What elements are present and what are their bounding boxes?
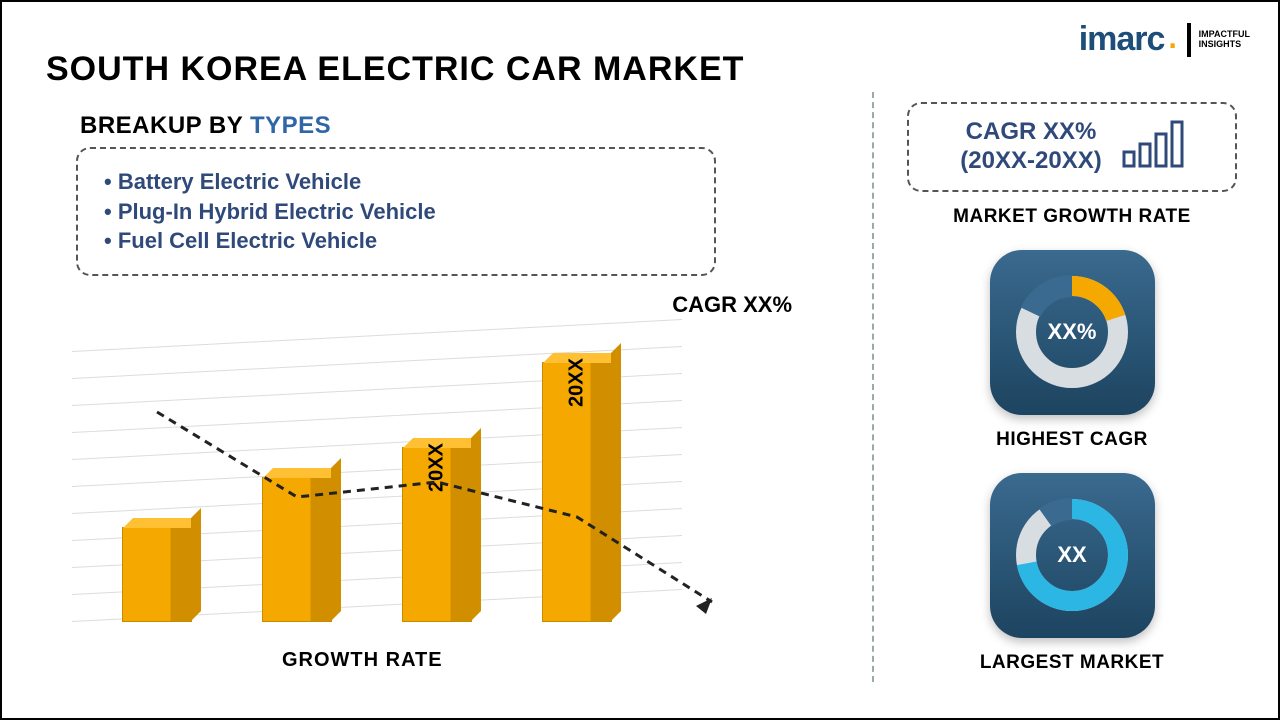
page-title: SOUTH KOREA ELECTRIC CAR MARKET bbox=[46, 50, 744, 89]
breakup-heading: BREAKUP BY TYPES bbox=[80, 112, 331, 140]
largest-market-tile: XX bbox=[990, 473, 1155, 638]
chart-bar: 20XX bbox=[542, 362, 612, 622]
types-list: Battery Electric Vehicle Plug-In Hybrid … bbox=[76, 147, 716, 276]
chart-cagr-label: CAGR XX% bbox=[672, 292, 792, 318]
chart-bar bbox=[122, 527, 192, 622]
right-panel: CAGR XX% (20XX-20XX) MARKET GROWTH RATE … bbox=[907, 102, 1237, 674]
highest-donut-icon: XX% bbox=[1012, 272, 1132, 392]
market-growth-label: MARKET GROWTH RATE bbox=[907, 206, 1237, 228]
largest-donut-icon: XX bbox=[1012, 495, 1132, 615]
cagr-text: CAGR XX% (20XX-20XX) bbox=[960, 118, 1101, 176]
highest-cagr-tile: XX% bbox=[990, 250, 1155, 415]
growth-bar-chart: 20XX20XX CAGR XX% GROWTH RATE bbox=[72, 322, 752, 652]
chart-bar: 20XX bbox=[402, 447, 472, 622]
logo-tagline: IMPACTFUL INSIGHTS bbox=[1199, 30, 1250, 50]
bar-label: 20XX bbox=[426, 443, 449, 492]
logo-divider bbox=[1187, 23, 1191, 57]
breakup-accent: TYPES bbox=[250, 112, 331, 139]
breakup-prefix: BREAKUP BY bbox=[80, 112, 250, 139]
list-item: Battery Electric Vehicle bbox=[104, 167, 688, 197]
largest-value: XX bbox=[1012, 495, 1132, 615]
highest-value: XX% bbox=[1012, 272, 1132, 392]
logo-text: imarc bbox=[1079, 20, 1165, 59]
bar-growth-icon bbox=[1120, 118, 1184, 175]
list-item: Plug-In Hybrid Electric Vehicle bbox=[104, 197, 688, 227]
largest-market-label: LARGEST MARKET bbox=[907, 652, 1237, 674]
cagr-summary-box: CAGR XX% (20XX-20XX) bbox=[907, 102, 1237, 192]
bar-label: 20XX bbox=[566, 358, 589, 407]
vertical-divider bbox=[872, 92, 874, 682]
chart-bar bbox=[262, 477, 332, 622]
list-item: Fuel Cell Electric Vehicle bbox=[104, 226, 688, 256]
chart-bars: 20XX20XX bbox=[102, 352, 682, 622]
brand-logo: imarc. IMPACTFUL INSIGHTS bbox=[1079, 20, 1250, 59]
chart-x-title: GROWTH RATE bbox=[282, 649, 443, 672]
highest-cagr-label: HIGHEST CAGR bbox=[907, 429, 1237, 451]
